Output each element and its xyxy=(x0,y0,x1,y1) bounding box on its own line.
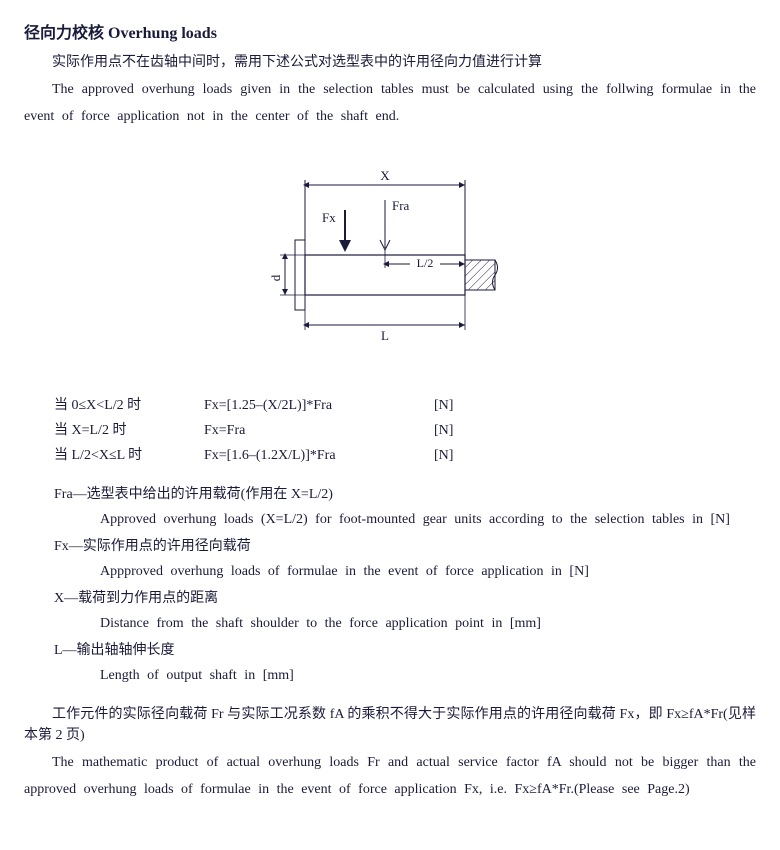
formula-row: 当 L/2<X≤L 时 Fx=[1.6–(1.2X/L)]*Fra [N] xyxy=(54,445,756,466)
intro-cn: 实际作用点不在齿轴中间时，需用下述公式对选型表中的许用径向力值进行计算 xyxy=(24,52,756,73)
def-fra-en: Approved overhung loads (X=L/2) for foot… xyxy=(100,509,756,530)
def-l-cn: L—输出轴轴伸长度 xyxy=(54,640,756,661)
formula-equation: Fx=Fra xyxy=(204,420,434,441)
def-fx-cn: Fx—实际作用点的许用径向载荷 xyxy=(54,536,756,557)
shaft-diagram: X Fra Fx L/2 d L xyxy=(24,160,756,367)
diagram-label-l2: L/2 xyxy=(417,256,434,270)
closing-cn: 工作元件的实际径向载荷 Fr 与实际工况系数 fA 的乘积不得大于实际作用点的许… xyxy=(24,704,756,746)
formula-condition: 当 L/2<X≤L 时 xyxy=(54,445,204,466)
formula-unit: [N] xyxy=(434,445,494,466)
definitions: Fra—选型表中给出的许用载荷(作用在 X=L/2) Approved over… xyxy=(54,484,756,686)
def-l-en: Length of output shaft in [mm] xyxy=(100,665,756,686)
section-title: 径向力校核 Overhung loads xyxy=(24,22,756,46)
formula-table: 当 0≤X<L/2 时 Fx=[1.25–(X/2L)]*Fra [N] 当 X… xyxy=(54,395,756,466)
def-fx-en: Appproved overhung loads of formulae in … xyxy=(100,561,756,582)
formula-condition: 当 X=L/2 时 xyxy=(54,420,204,441)
formula-row: 当 X=L/2 时 Fx=Fra [N] xyxy=(54,420,756,441)
formula-equation: Fx=[1.6–(1.2X/L)]*Fra xyxy=(204,445,434,466)
diagram-label-x: X xyxy=(380,168,390,183)
diagram-label-d: d xyxy=(268,274,283,281)
def-x-cn: X—载荷到力作用点的距离 xyxy=(54,588,756,609)
formula-condition: 当 0≤X<L/2 时 xyxy=(54,395,204,416)
diagram-label-l: L xyxy=(381,328,389,343)
closing-en: The mathematic product of actual overhun… xyxy=(24,750,756,803)
formula-unit: [N] xyxy=(434,395,494,416)
formula-equation: Fx=[1.25–(X/2L)]*Fra xyxy=(204,395,434,416)
def-fra-cn: Fra—选型表中给出的许用载荷(作用在 X=L/2) xyxy=(54,484,756,505)
formula-row: 当 0≤X<L/2 时 Fx=[1.25–(X/2L)]*Fra [N] xyxy=(54,395,756,416)
diagram-label-fx: Fx xyxy=(322,210,336,225)
def-x-en: Distance from the shaft shoulder to the … xyxy=(100,613,756,634)
diagram-label-fra: Fra xyxy=(392,198,410,213)
intro-en: The approved overhung loads given in the… xyxy=(24,77,756,130)
formula-unit: [N] xyxy=(434,420,494,441)
